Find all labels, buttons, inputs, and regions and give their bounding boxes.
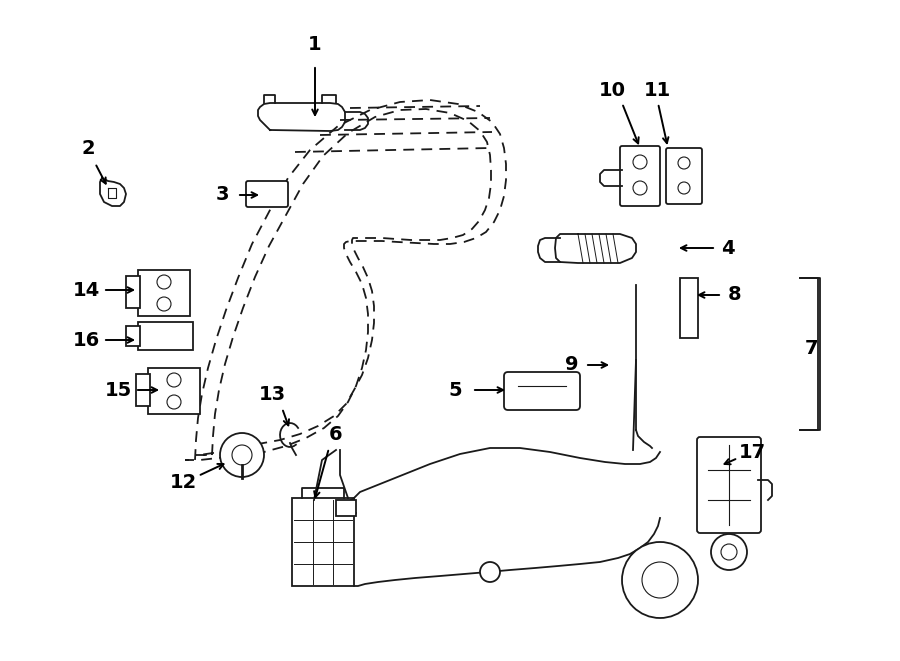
Bar [680, 278, 698, 338]
FancyBboxPatch shape [697, 437, 761, 533]
Bar [138, 322, 193, 350]
Circle shape [622, 542, 698, 618]
Text: 3: 3 [215, 186, 229, 204]
Circle shape [220, 433, 264, 477]
Text: 15: 15 [104, 381, 131, 399]
Text: 10: 10 [598, 81, 625, 100]
Text: 8: 8 [728, 286, 742, 305]
Text: 4: 4 [721, 239, 734, 258]
Circle shape [480, 562, 500, 582]
Text: 7: 7 [806, 338, 819, 358]
Bar [292, 498, 354, 586]
Text: 16: 16 [72, 330, 100, 350]
Bar [126, 276, 140, 308]
Bar [138, 270, 190, 316]
FancyBboxPatch shape [246, 181, 288, 207]
Text: 9: 9 [565, 356, 579, 375]
FancyBboxPatch shape [620, 146, 660, 206]
Bar [126, 326, 140, 346]
Bar [336, 500, 356, 516]
Text: 14: 14 [72, 280, 100, 299]
Text: 13: 13 [258, 385, 285, 405]
Text: 1: 1 [308, 36, 322, 54]
Text: 5: 5 [448, 381, 462, 399]
Text: 17: 17 [738, 442, 766, 461]
Text: 6: 6 [329, 426, 343, 444]
Text: 12: 12 [169, 473, 196, 492]
FancyBboxPatch shape [504, 372, 580, 410]
FancyBboxPatch shape [666, 148, 702, 204]
Bar [148, 368, 200, 414]
Circle shape [711, 534, 747, 570]
Text: 11: 11 [644, 81, 670, 100]
Text: 2: 2 [81, 139, 94, 157]
Bar [136, 374, 150, 406]
